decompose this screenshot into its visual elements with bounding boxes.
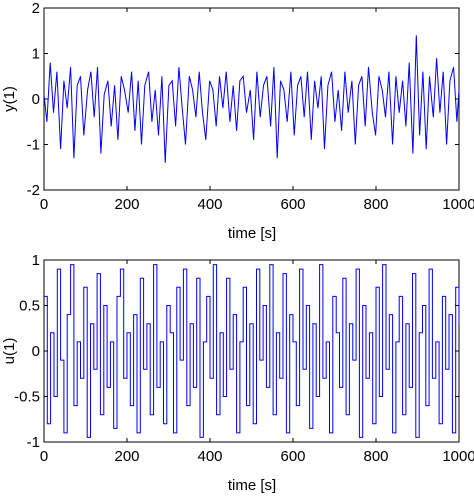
plot-u-ytick-label: 0.5: [19, 298, 40, 315]
plot-y-ticks-layer: 0 200 400 600 800 1000 -2 -1 0 1 2: [27, 0, 474, 213]
plot-u-xtick-label: 600: [280, 448, 305, 465]
plot-u-xlabel: time [s]: [228, 477, 276, 494]
plot-y-ylabel: y(1): [1, 86, 18, 112]
plot-u-ticks-layer: 0 200 400 600 800 1000 -1 -0.5 0 0.5 1: [14, 252, 474, 465]
plot-y-xtick-label: 400: [197, 196, 222, 213]
plot-u-ylabel: u(1): [1, 338, 18, 365]
plot-u-xtick-label: 0: [40, 448, 48, 465]
plot-y-axes-box: [43, 7, 460, 191]
plot-u-xtick-label: 200: [114, 448, 139, 465]
plot-y-xtick-label: 600: [280, 196, 305, 213]
plot-y-ytick-label: -2: [27, 182, 40, 199]
plot-u-axes-box: [43, 259, 460, 443]
plot-y-xtick-label: 0: [40, 196, 48, 213]
plot-u: 0 200 400 600 800 1000 -1 -0.5 0 0.5 1 time [s] u(…: [1, 252, 474, 494]
plot-y: 0 200 400 600 800 1000 -2 -1 0 1 2 time [s] y(1): [1, 0, 474, 242]
plot-u-series-layer: [44, 264, 460, 438]
plot-u-ytick-label: -0.5: [14, 389, 40, 406]
plot-u-ytick-label: 0: [32, 343, 40, 360]
plot-y-ytick-label: 0: [32, 91, 40, 108]
plot-u-series-line: [44, 264, 460, 438]
plot-u-xtick-label: 400: [197, 448, 222, 465]
plot-y-xtick-label: 200: [114, 196, 139, 213]
plot-y-series-layer: [43, 35, 460, 163]
plot-y-ytick-label: -1: [27, 137, 40, 154]
plot-y-xtick-label: 1000: [442, 196, 474, 213]
plot-u-xtick-label: 800: [363, 448, 388, 465]
plot-y-xtick-label: 800: [363, 196, 388, 213]
plot-y-ytick-label: 1: [32, 46, 40, 63]
plot-y-ytick-label: 2: [32, 0, 40, 17]
plot-y-series-line: [43, 35, 460, 163]
plot-u-ytick-label: 1: [32, 252, 40, 269]
plot-y-xlabel: time [s]: [228, 225, 276, 242]
plot-u-xtick-label: 1000: [442, 448, 474, 465]
plot-u-ytick-label: -1: [27, 434, 40, 451]
